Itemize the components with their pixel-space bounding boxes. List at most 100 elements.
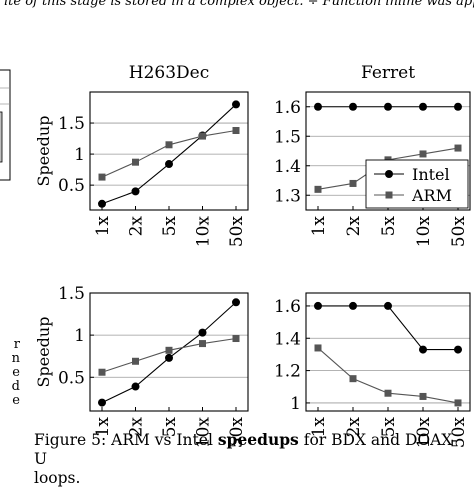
chart-title: Ferret — [361, 63, 415, 83]
data-point-intel — [454, 345, 462, 354]
figure-caption: Figure 5: ARM vs Intel speedups for BDX … — [34, 430, 470, 488]
caption-suffix: for BDX and DOAX-U — [34, 431, 458, 468]
y-tick-label: 1.4 — [274, 329, 301, 349]
y-tick-label: 1.3 — [274, 186, 301, 206]
caption-line2: loops. — [34, 469, 81, 487]
y-tick-label: 1.5 — [58, 284, 85, 304]
x-tick-label: 50x — [227, 417, 247, 449]
data-point-intel — [98, 199, 106, 208]
data-point-arm — [98, 368, 106, 376]
x-tick-label: 2x — [344, 216, 364, 237]
data-point-arm — [165, 141, 173, 149]
caption-bold: speedups — [217, 430, 299, 449]
x-tick-label: 50x — [449, 417, 469, 449]
data-point-arm — [419, 392, 427, 400]
legend-label: ARM — [411, 186, 452, 205]
data-point-arm — [384, 389, 392, 397]
data-point-arm — [314, 344, 322, 352]
x-tick-label: 10x — [194, 417, 214, 449]
data-point-intel — [349, 301, 357, 310]
x-tick-label: 1x — [93, 417, 113, 438]
data-point-intel — [349, 102, 357, 111]
y-tick-label: 1.6 — [274, 297, 301, 317]
data-point-arm — [132, 158, 139, 166]
data-point-intel — [165, 353, 173, 362]
chart-panel: 0.5 1 1.5 1x 2x 5x 10x 50x H263Dec Speedup — [34, 63, 249, 248]
y-axis-label: Speedup — [34, 317, 53, 388]
y-tick-label: 0.5 — [58, 368, 85, 388]
x-tick-label: 1x — [309, 417, 329, 438]
data-point-intel — [165, 160, 173, 169]
plot-frame — [89, 91, 249, 211]
margin-letter: r — [13, 337, 20, 352]
y-tick-label: 1 — [74, 145, 85, 165]
data-point-intel — [131, 382, 140, 391]
chart-panel: 1 1.2 1.4 1.6 1x 2x 5x 10x 50x — [274, 292, 471, 449]
data-point-arm — [165, 346, 173, 354]
legend-box — [365, 159, 469, 209]
data-point-arm — [132, 357, 139, 365]
caption-prefix: Figure 5: ARM vs Intel — [34, 431, 218, 449]
figure-panels: 0.511.51x 2x 5x 10x 50xH263DecSpeedup1.31.41… — [0, 63, 471, 449]
legend-marker — [385, 170, 393, 178]
cropped-chart-frame — [0, 69, 11, 181]
x-tick-label: 10x — [414, 417, 434, 449]
y-tick-label: 1.5 — [58, 114, 85, 134]
y-tick-label: 1.5 — [274, 127, 301, 147]
y-tick-label: 1 — [74, 326, 85, 346]
x-tick-label: 5x — [160, 216, 180, 237]
margin-letter: e — [12, 393, 20, 408]
top-cropped-text: ite of this stage is stored in a complex… — [4, 0, 474, 9]
chart-panel: 0.5 1 1.5 1x 2x 5x 10x 50x Speedup — [34, 284, 249, 449]
y-tick-label: 1.6 — [274, 98, 301, 118]
margin-letter: n — [11, 351, 20, 366]
x-tick-label: 5x — [379, 417, 399, 438]
x-tick-label: 5x — [379, 216, 399, 237]
data-point-arm — [199, 340, 206, 348]
x-tick-label: 5x — [160, 417, 180, 438]
data-point-arm — [232, 127, 240, 135]
data-point-intel — [198, 328, 207, 337]
y-tick-label: 1 — [290, 394, 301, 414]
x-tick-label: 1x — [93, 216, 113, 237]
cropped-left-chart — [0, 69, 11, 181]
cropped-chart-bar — [0, 111, 3, 163]
x-tick-label: 10x — [414, 216, 434, 248]
data-point-intel — [384, 301, 392, 310]
chart-title: H263Dec — [129, 63, 209, 83]
legend-label: Intel — [412, 165, 450, 184]
data-point-intel — [419, 102, 427, 111]
data-point-intel — [98, 398, 106, 407]
series-line-intel — [318, 305, 458, 351]
data-point-arm — [232, 335, 240, 343]
data-point-arm — [349, 179, 357, 187]
data-point-arm — [454, 144, 462, 152]
x-tick-label: 10x — [194, 216, 214, 248]
left-margin-letters: r n e d e — [2, 338, 20, 408]
data-point-intel — [454, 102, 462, 111]
x-tick-label: 50x — [449, 216, 469, 248]
x-tick-label: 50x — [227, 216, 247, 248]
data-point-intel — [232, 100, 240, 109]
data-point-intel — [419, 345, 427, 354]
data-point-arm — [98, 173, 106, 181]
y-tick-label: 1.2 — [274, 362, 301, 382]
x-tick-label: 1x — [309, 216, 329, 237]
data-point-intel — [131, 187, 140, 196]
legend: Intel ARM — [365, 159, 469, 209]
data-point-arm — [419, 150, 427, 158]
data-point-intel — [384, 102, 392, 111]
y-tick-label: 1.4 — [274, 157, 301, 177]
data-point-arm — [314, 185, 322, 193]
x-tick-label: 2x — [344, 417, 364, 438]
chart-panel: 1.3 1.4 1.5 1.6 1x 2x 5x 10x 50x Ferret Intel ARM — [274, 63, 471, 248]
data-point-arm — [349, 375, 357, 383]
data-point-arm — [454, 399, 462, 407]
y-tick-label: 0.5 — [58, 176, 85, 196]
x-tick-label: 2x — [127, 417, 147, 438]
legend-marker — [385, 191, 393, 199]
data-point-intel — [232, 298, 240, 307]
data-point-intel — [314, 102, 322, 111]
y-axis-label: Speedup — [34, 116, 53, 187]
margin-letter: d — [11, 379, 20, 394]
